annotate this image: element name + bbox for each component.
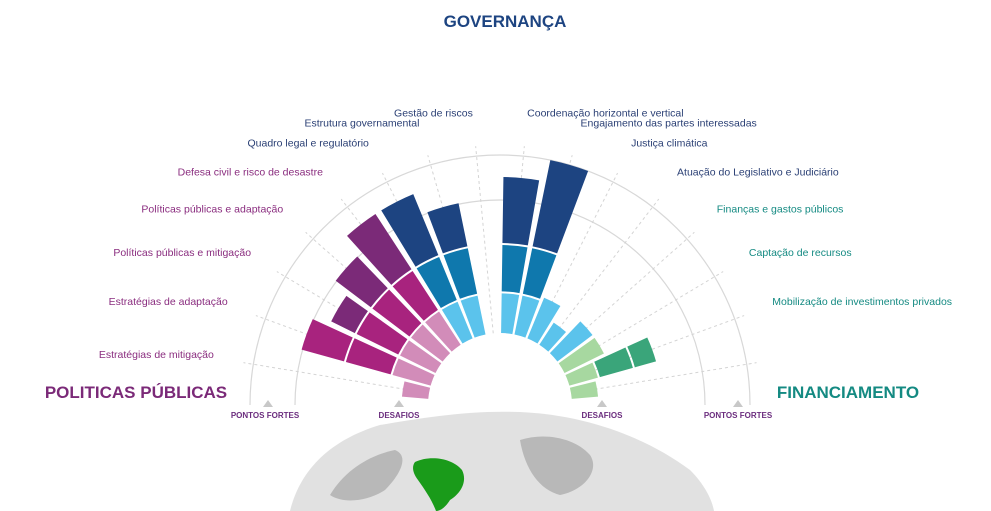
bar-segment	[539, 322, 567, 352]
bar-segment	[427, 203, 468, 254]
guide-line	[243, 362, 430, 394]
globe-silhouette	[290, 411, 714, 511]
bar-segment	[460, 295, 486, 338]
bar-segment	[401, 381, 431, 399]
bar-segment	[425, 311, 461, 352]
bar-segment	[416, 257, 457, 309]
brazil-highlight	[413, 458, 465, 511]
category-labels: Estratégias de mitigação Estratégias de a…	[99, 107, 952, 360]
category-label: Mobilização de investimentos privados	[772, 296, 952, 308]
bar-segment	[356, 312, 408, 355]
axis-label-left-challenges: DESAFIOS	[379, 411, 421, 420]
bar-segment	[522, 248, 557, 299]
axis-markers: PONTOS FORTES DESAFIOS DESAFIOS PONTOS F…	[231, 400, 773, 420]
category-label: Políticas públicas e mitigação	[113, 247, 251, 259]
bar-segment	[514, 295, 540, 338]
axis-label-right-challenges: DESAFIOS	[582, 411, 624, 420]
globe-illustration	[290, 411, 714, 511]
category-label: Captação de recursos	[749, 247, 852, 259]
category-label: Defesa civil e risco de desastre	[178, 166, 323, 178]
grid-arc-inner	[294, 199, 706, 406]
bar-segment	[347, 214, 412, 285]
category-label: Finanças e gastos públicos	[717, 203, 844, 215]
bar-segment	[549, 321, 593, 362]
bar-segment	[565, 362, 598, 386]
chart-grid	[243, 146, 757, 406]
bar-segment	[392, 358, 435, 386]
category-label: Coordenação horizontal e vertical	[527, 107, 683, 119]
bar-segment	[331, 295, 368, 334]
category-label: Estrutura governamental	[304, 117, 419, 129]
category-label: Quadro legal e regulatório	[247, 137, 369, 149]
bar-segment	[441, 301, 473, 344]
guide-line	[475, 146, 494, 334]
bar-segment	[502, 177, 540, 246]
guide-line	[567, 315, 745, 381]
axis-triangle-right-outer	[733, 400, 743, 407]
bar-segment	[627, 337, 657, 368]
bar-segment	[301, 319, 353, 362]
chart-bars	[301, 160, 657, 399]
section-title-politicas: POLITICAS PÚBLICAS	[45, 383, 227, 402]
bar-segment	[411, 324, 451, 362]
axis-triangle-left-outer	[263, 400, 273, 407]
continent-africa	[520, 436, 594, 495]
bar-segment	[335, 256, 388, 308]
guide-line	[543, 198, 660, 349]
category-label: Engajamento das partes interessadas	[581, 117, 757, 129]
bar-segment	[527, 297, 561, 344]
bar-segment	[372, 289, 422, 337]
category-label: Estratégias de mitigação	[99, 349, 214, 361]
axis-triangle-left-inner	[394, 400, 404, 407]
bar-segment	[443, 248, 478, 299]
axis-label-right-strengths: PONTOS FORTES	[704, 411, 773, 420]
bar-segment	[501, 245, 528, 294]
continent-north-america	[330, 450, 403, 501]
guide-line	[570, 362, 757, 394]
category-label: Políticas públicas e adaptação	[141, 203, 283, 215]
grid-arc-outer	[249, 154, 751, 406]
category-label: Justiça climática	[631, 137, 708, 149]
axis-triangle-right-inner	[597, 400, 607, 407]
bar-segment	[400, 340, 442, 374]
category-label: Atuação do Legislativo e Judiciário	[677, 166, 839, 178]
bar-segment	[501, 293, 520, 335]
bar-segment	[381, 194, 439, 267]
hub-arc	[426, 331, 574, 406]
bar-segment	[532, 160, 589, 254]
section-title-governanca: GOVERNANÇA	[444, 12, 567, 31]
bar-segment	[558, 337, 604, 374]
bar-segment	[345, 338, 397, 375]
section-title-financiamento: FINANCIAMENTO	[777, 383, 919, 402]
bar-segment	[569, 381, 599, 399]
category-label: Gestão de riscos	[394, 107, 473, 119]
bar-segment	[392, 270, 438, 321]
axis-label-left-strengths: PONTOS FORTES	[231, 411, 300, 420]
bar-segment	[594, 347, 633, 378]
category-label: Estratégias de adaptação	[109, 296, 228, 308]
